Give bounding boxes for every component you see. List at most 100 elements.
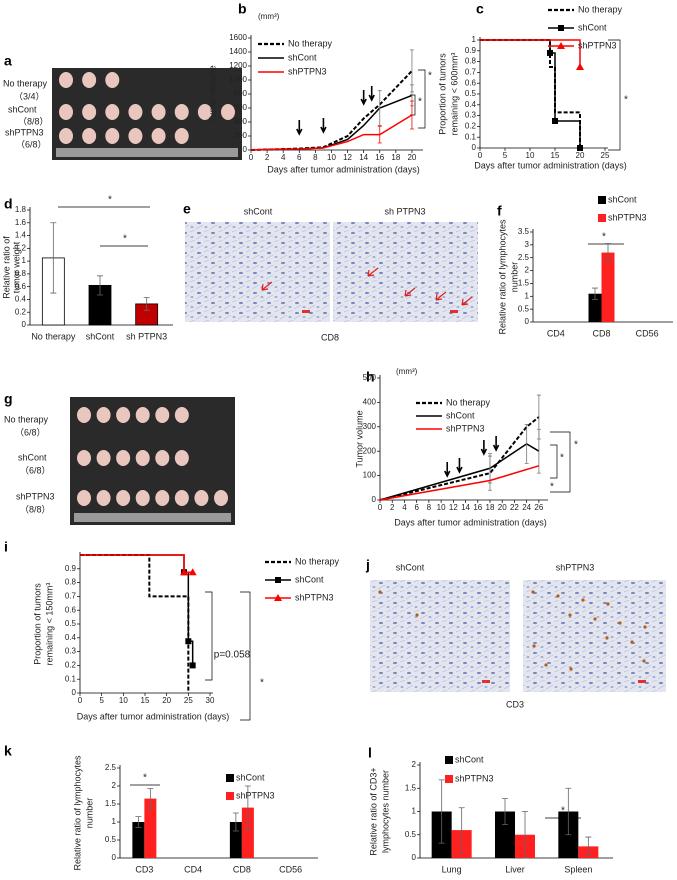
group-label: （8/8）: [18, 116, 49, 126]
stain: [581, 598, 585, 602]
image-title: shCont: [244, 206, 273, 216]
annotation: *: [560, 453, 564, 464]
x-tick-label: shCont: [86, 331, 115, 341]
series-line: [379, 465, 540, 501]
x-tick-label: 0: [78, 696, 83, 705]
x-tick-label: Spleen: [564, 864, 592, 874]
stain: [618, 621, 622, 625]
y-tick-label: 0.6: [465, 78, 477, 87]
y-axis-label: number: [509, 262, 519, 293]
annotation: *: [624, 95, 628, 106]
x-tick-label: 25: [184, 696, 193, 705]
image-title: shPTPN3: [556, 562, 595, 572]
y-tick-label: 0.4: [465, 100, 477, 109]
series-line: [80, 554, 194, 666]
panel-letter: l: [368, 745, 372, 761]
error-bar: [147, 788, 154, 810]
stain: [378, 590, 382, 594]
tumor: [59, 72, 73, 88]
x-tick-label: CD8: [233, 864, 251, 874]
tumor: [174, 450, 189, 466]
panel-letter: k: [4, 743, 12, 759]
error-bar: [135, 816, 142, 828]
bar: [132, 822, 145, 858]
tumor: [155, 450, 170, 466]
series-line: [80, 554, 193, 573]
x-tick-label: 10: [119, 696, 128, 705]
series-line: [80, 554, 190, 693]
y-tick-label: 1: [22, 256, 27, 265]
stain: [630, 640, 634, 644]
panel-letter: a: [4, 53, 12, 69]
arrow: [435, 291, 447, 301]
y-tick-label: 0: [22, 320, 27, 329]
tumor: [116, 407, 131, 423]
y-tick-label: 1.8: [15, 205, 27, 214]
stain: [415, 613, 419, 617]
tumor: [128, 104, 143, 120]
annotation: *: [561, 806, 565, 817]
arrow: [261, 281, 273, 291]
marker: [577, 145, 583, 151]
tumor: [135, 450, 150, 466]
legend-label: shCont: [236, 772, 265, 782]
tumor: [59, 104, 73, 120]
bar: [495, 811, 515, 858]
y-tick-label: 600: [234, 103, 248, 112]
x-tick-label: 5: [503, 151, 508, 160]
legend-label: shPTPN3: [446, 423, 485, 433]
y-axis-label: tumor weight: [11, 241, 21, 293]
y-axis-label: Proportion of tumors: [437, 53, 447, 135]
x-tick-label: 20: [576, 151, 585, 160]
x-tick-label: 8: [313, 153, 318, 162]
x-tick-label: CD4: [547, 328, 565, 338]
treatment-arrow: [320, 118, 327, 134]
legend-label: No therapy: [295, 556, 340, 566]
y-tick-label: 1600: [229, 33, 247, 42]
bracket: [418, 69, 426, 129]
group-label: （6/8）: [16, 139, 47, 149]
tumor: [105, 104, 120, 120]
annotation: *: [123, 234, 127, 245]
x-tick-label: 15: [551, 151, 560, 160]
x-tick-label: 26: [534, 503, 543, 512]
legend-label: shCont: [455, 754, 484, 764]
x-tick-label: CD3: [135, 864, 153, 874]
treatment-arrow: [456, 458, 463, 474]
scale-bar: [302, 310, 310, 313]
error-bar: [605, 243, 611, 262]
y-axis-label: Tumor volume: [354, 410, 364, 467]
tumor: [116, 490, 131, 506]
legend-label: No therapy: [578, 4, 623, 14]
series-line: [379, 442, 540, 501]
legend-label: No therapy: [446, 397, 491, 407]
tumor: [135, 490, 150, 506]
legend-label: shCont: [295, 574, 324, 584]
series-line: [250, 114, 413, 151]
treatment-arrow: [360, 90, 367, 106]
error-bar: [502, 798, 508, 825]
bracket: [550, 431, 571, 493]
x-tick-label: 2: [265, 153, 270, 162]
error-bar: [377, 125, 382, 144]
tumor: [174, 128, 189, 144]
error-bar: [592, 287, 598, 300]
photo: [70, 397, 235, 525]
tumor: [77, 407, 91, 423]
tumor: [82, 128, 97, 144]
ruler: [74, 513, 231, 522]
legend-swatch: [226, 774, 234, 782]
x-tick-label: No therapy: [31, 331, 76, 341]
tumor: [151, 128, 166, 144]
x-tick-label: 16: [473, 503, 482, 512]
x-tick-label: 16: [375, 153, 384, 162]
annotation: *: [143, 773, 147, 784]
micrograph: [185, 222, 330, 322]
tumor: [128, 128, 143, 144]
legend-label: shCont: [288, 52, 317, 62]
marker: [552, 118, 558, 124]
y-tick-label: 3: [525, 240, 530, 249]
x-tick-label: 5: [99, 696, 104, 705]
error-bar: [50, 222, 57, 294]
x-axis-label: Days after tumor administration (days): [394, 517, 547, 527]
